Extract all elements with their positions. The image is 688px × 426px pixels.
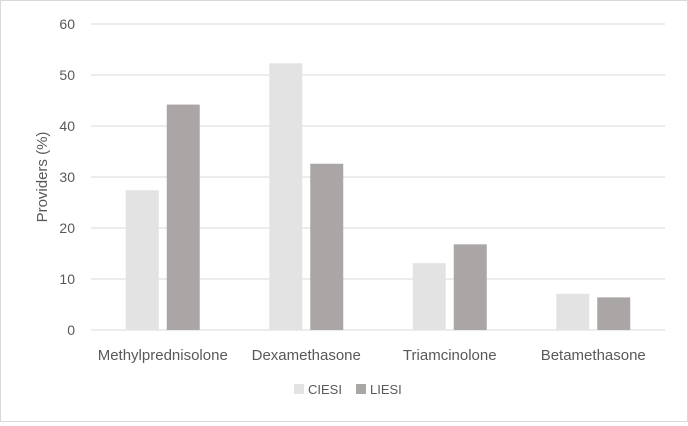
legend-label-ciesi: CIESI (308, 382, 342, 397)
y-axis-label: Providers (%) (34, 132, 51, 223)
y-tick-labels: 0 10 20 30 40 50 60 (59, 16, 75, 338)
bar-liesi-betamethasone (597, 297, 631, 330)
y-tick-label: 0 (67, 322, 75, 338)
bar-liesi-methylprednisolone (166, 104, 200, 330)
bars (125, 63, 631, 331)
bar-ciesi-methylprednisolone (125, 190, 159, 330)
y-tick-label: 20 (59, 220, 75, 236)
bar-ciesi-triamcinolone (412, 263, 446, 330)
legend: CIESI LIESI (294, 382, 402, 397)
x-tick-label: Triamcinolone (403, 347, 497, 364)
bar-ciesi-betamethasone (556, 293, 590, 330)
y-tick-label: 40 (59, 118, 75, 134)
bar-ciesi-dexamethasone (269, 63, 303, 331)
x-tick-labels: Methylprednisolone Dexamethasone Triamcino… (98, 347, 646, 364)
y-tick-label: 50 (59, 67, 75, 83)
legend-swatch-ciesi (294, 384, 304, 394)
y-tick-label: 60 (59, 16, 75, 32)
x-tick-label: Dexamethasone (252, 347, 361, 364)
bar-liesi-triamcinolone (453, 244, 487, 330)
legend-label-liesi: LIESI (370, 382, 402, 397)
x-tick-label: Methylprednisolone (98, 347, 228, 364)
y-tick-label: 30 (59, 169, 75, 185)
legend-swatch-liesi (356, 384, 366, 394)
x-tick-label: Betamethasone (541, 347, 646, 364)
y-tick-label: 10 (59, 271, 75, 287)
bar-liesi-dexamethasone (310, 163, 344, 330)
